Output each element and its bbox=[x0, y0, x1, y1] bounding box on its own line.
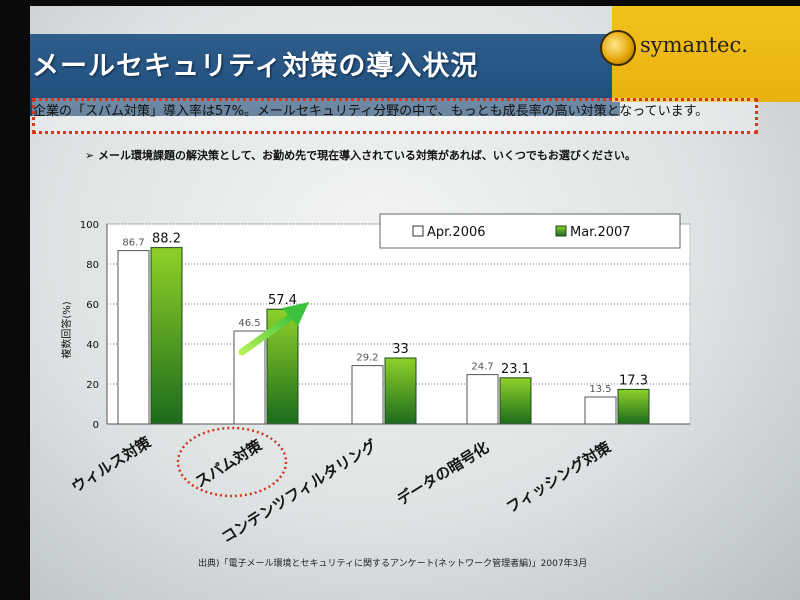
page-title: メールセキュリティ対策の導入状況 bbox=[32, 51, 479, 82]
callout-text: ➢ 企業の「スパム対策」導入率は57%。メールセキュリティ分野の中で、もっとも成… bbox=[18, 104, 709, 119]
callout-message: 企業の「スパム対策」導入率は57%。メールセキュリティ分野の中で、もっとも成長率… bbox=[33, 104, 709, 119]
bar-mar-2007 bbox=[150, 247, 183, 425]
source-citation: 出典)「電子メール環境とセキュリティに関するアンケート(ネットワーク管理者編)」… bbox=[198, 559, 588, 569]
data-label-mar-2007: 88.2 bbox=[152, 232, 181, 247]
callout-box bbox=[32, 98, 758, 134]
growth-arrow-head bbox=[282, 302, 309, 326]
logo-panel bbox=[612, 6, 800, 102]
data-label-apr-2006: 86.7 bbox=[122, 238, 144, 249]
y-tick-label: 40 bbox=[86, 340, 99, 351]
data-label-mar-2007: 17.3 bbox=[619, 373, 648, 388]
bar-apr-2006 bbox=[466, 374, 499, 425]
y-tick-label: 80 bbox=[86, 260, 99, 271]
legend-swatch-apr bbox=[412, 225, 424, 237]
highlight-circle bbox=[176, 426, 288, 498]
y-tick-label: 100 bbox=[80, 220, 99, 231]
data-label-apr-2006: 46.5 bbox=[238, 318, 260, 329]
data-label-apr-2006: 29.2 bbox=[356, 353, 378, 364]
data-label-mar-2007: 33 bbox=[392, 342, 409, 357]
bars bbox=[117, 247, 650, 425]
category-label: フィッシング対策 bbox=[503, 438, 615, 517]
symantec-logo-icon bbox=[600, 30, 636, 66]
data-labels: 86.7 88.2 46.5 57.4 29.2 33 24.7 23.1 13.5 17.3 bbox=[122, 232, 648, 395]
data-label-mar-2007: 57.4 bbox=[268, 293, 297, 308]
growth-arrow bbox=[238, 302, 309, 356]
bar-apr-2006 bbox=[351, 365, 384, 425]
bar-mar-2007 bbox=[384, 357, 417, 425]
survey-question: ➢ メール環境課題の解決策として、お勤め先で現在導入されている対策があれば、いく… bbox=[85, 149, 636, 162]
y-axis-ticks: 0 20 40 60 80 100 bbox=[80, 220, 99, 431]
legend-frame bbox=[379, 213, 681, 249]
growth-arrow-shaft bbox=[238, 310, 299, 356]
y-axis-label: 複数回答(%) bbox=[60, 301, 73, 358]
y-tick-label: 20 bbox=[86, 380, 99, 391]
legend: Apr.2006 Mar.2007 bbox=[379, 213, 681, 249]
bar-apr-2006 bbox=[584, 396, 617, 425]
category-label: ウィルス対策 bbox=[68, 433, 155, 496]
legend-swatch-mar bbox=[555, 225, 567, 237]
logo-text: symantec. bbox=[640, 33, 748, 57]
title-band bbox=[30, 34, 620, 116]
bar-mar-2007 bbox=[617, 388, 650, 425]
y-tick-label: 60 bbox=[86, 300, 99, 311]
bar-apr-2006 bbox=[117, 250, 150, 425]
data-label-mar-2007: 23.1 bbox=[501, 362, 530, 377]
data-label-apr-2006: 24.7 bbox=[471, 362, 493, 373]
survey-question-text: メール環境課題の解決策として、お勤め先で現在導入されている対策があれば、いくつで… bbox=[98, 149, 636, 162]
legend-label-mar: Mar.2007 bbox=[570, 225, 631, 240]
data-label-apr-2006: 13.5 bbox=[589, 384, 611, 395]
category-label: データの暗号化 bbox=[394, 438, 493, 509]
legend-label-apr: Apr.2006 bbox=[427, 225, 486, 240]
bar-mar-2007 bbox=[499, 377, 532, 425]
y-tick-label: 0 bbox=[93, 420, 99, 431]
category-label: スパム対策 bbox=[192, 436, 266, 492]
